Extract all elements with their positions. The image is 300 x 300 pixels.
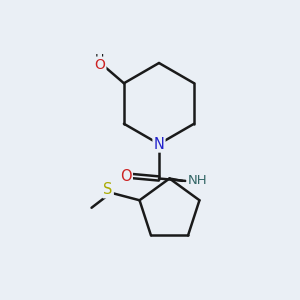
- Text: O: O: [120, 169, 132, 184]
- Text: O: O: [94, 58, 105, 72]
- Text: NH: NH: [188, 174, 207, 187]
- Text: H: H: [95, 53, 105, 66]
- Text: N: N: [154, 136, 164, 152]
- Text: S: S: [103, 182, 113, 197]
